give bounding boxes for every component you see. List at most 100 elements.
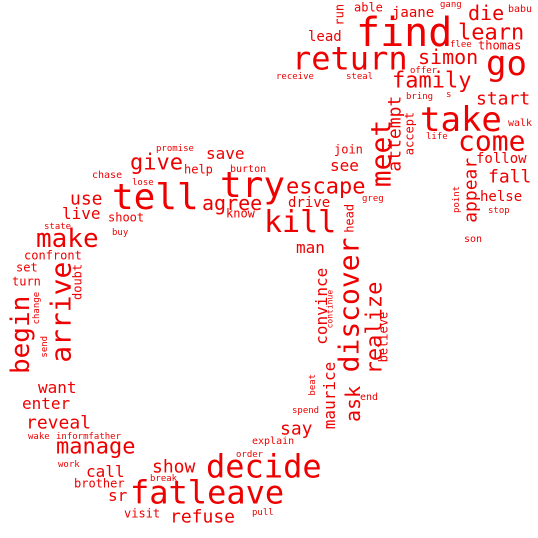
word-receive: receive xyxy=(276,72,314,82)
word-die: die xyxy=(468,1,504,25)
word-realize: realize xyxy=(363,282,388,375)
word-learn: learn xyxy=(458,21,524,46)
word-join: join xyxy=(334,143,363,157)
word-brother: brother xyxy=(74,477,125,491)
word-decide: decide xyxy=(206,448,322,486)
word-find: find xyxy=(356,10,452,56)
word-state: state xyxy=(44,222,71,232)
word-gang: gang xyxy=(440,0,462,10)
word-attempt: attempt xyxy=(384,96,405,172)
word-pull: pull xyxy=(252,508,274,518)
word-go: go xyxy=(486,44,527,84)
word-greg: greg xyxy=(362,194,384,204)
word-visit: visit xyxy=(124,507,160,521)
word-live: live xyxy=(62,204,101,223)
word-tell: tell xyxy=(112,177,199,218)
word-call: call xyxy=(86,462,125,481)
word-family: family xyxy=(392,69,471,94)
word-buy: buy xyxy=(112,228,129,238)
word-enter: enter xyxy=(22,394,71,413)
word-lead: lead xyxy=(308,29,342,45)
word-thomas: thomas xyxy=(478,39,521,53)
word-spend: spend xyxy=(292,406,319,416)
word-maurice: maurice xyxy=(320,362,339,429)
word-chase: chase xyxy=(92,170,122,181)
word-flee: flee xyxy=(450,40,472,50)
word-agree: agree xyxy=(202,191,262,215)
word-help: help xyxy=(184,163,213,177)
word-make: make xyxy=(36,224,99,254)
word-walk: walk xyxy=(508,118,532,129)
word-discover: discover xyxy=(332,238,365,373)
word-escape: escape xyxy=(286,175,365,200)
word-run: run xyxy=(333,4,347,26)
word-break: break xyxy=(150,474,178,484)
word-babu: babu xyxy=(508,4,532,15)
word-come: come xyxy=(458,124,525,157)
word-lose: lose xyxy=(132,178,154,188)
word-meet: meet xyxy=(364,120,397,187)
word-s: s xyxy=(446,90,451,100)
word-shoot: shoot xyxy=(108,211,144,225)
word-jaane: jaane xyxy=(392,5,434,21)
word-promise: promise xyxy=(156,144,194,154)
word-offer: offer xyxy=(410,66,438,76)
word-take: take xyxy=(420,100,502,140)
word-bring: bring xyxy=(406,92,433,102)
word-believe: believe xyxy=(377,312,391,363)
word-fall: fall xyxy=(488,166,531,187)
word-want: want xyxy=(38,378,77,397)
word-begin: begin xyxy=(6,296,36,374)
word-life: life xyxy=(426,132,448,142)
word-wake: wake xyxy=(28,432,50,442)
word-informfather: informfather xyxy=(56,432,122,442)
word-confront: confront xyxy=(24,249,82,263)
word-manage: manage xyxy=(56,435,135,460)
word-know: know xyxy=(226,207,256,221)
word-use: use xyxy=(70,188,103,209)
word-helse: helse xyxy=(480,189,522,205)
word-explain: explain xyxy=(252,436,294,447)
word-able: able xyxy=(354,1,383,15)
word-refuse: refuse xyxy=(170,506,235,527)
word-order: order xyxy=(236,450,264,460)
word-head: head xyxy=(343,204,357,233)
word-man: man xyxy=(296,238,325,257)
word-beat: beat xyxy=(308,374,318,396)
word-simon: simon xyxy=(418,45,478,69)
word-continue: continue xyxy=(325,290,334,329)
word-follow: follow xyxy=(476,151,527,167)
word-sr: sr xyxy=(108,486,128,505)
word-steal: steal xyxy=(346,72,373,82)
word-see: see xyxy=(330,156,359,175)
word-arrive: arrive xyxy=(44,262,77,363)
word-turn: turn xyxy=(12,275,41,289)
word-point: point xyxy=(452,186,462,213)
word-convince: convince xyxy=(312,268,331,345)
word-son: son xyxy=(464,234,482,245)
word-work: work xyxy=(58,460,80,470)
word-send: send xyxy=(40,336,50,358)
word-accept: accept xyxy=(403,112,417,155)
word-set: set xyxy=(16,261,38,275)
word-doubt: doubt xyxy=(71,264,85,300)
word-burton: burton xyxy=(230,164,266,175)
word-return: return xyxy=(292,40,408,78)
word-save: save xyxy=(206,144,245,163)
word-reveal: reveal xyxy=(26,412,91,433)
word-try: try xyxy=(220,165,285,206)
word-end: end xyxy=(360,392,378,403)
word-give: give xyxy=(130,151,183,176)
word-fatleave: fatleave xyxy=(130,474,284,512)
word-change: change xyxy=(32,292,42,325)
word-show: show xyxy=(152,456,196,477)
word-ask: ask xyxy=(341,386,365,422)
word-stop: stop xyxy=(488,206,510,216)
word-say: say xyxy=(280,418,313,439)
word-drive: drive xyxy=(288,195,330,211)
word-start: start xyxy=(476,88,530,109)
word-kill: kill xyxy=(264,205,336,240)
word-appear: appear xyxy=(460,158,481,223)
